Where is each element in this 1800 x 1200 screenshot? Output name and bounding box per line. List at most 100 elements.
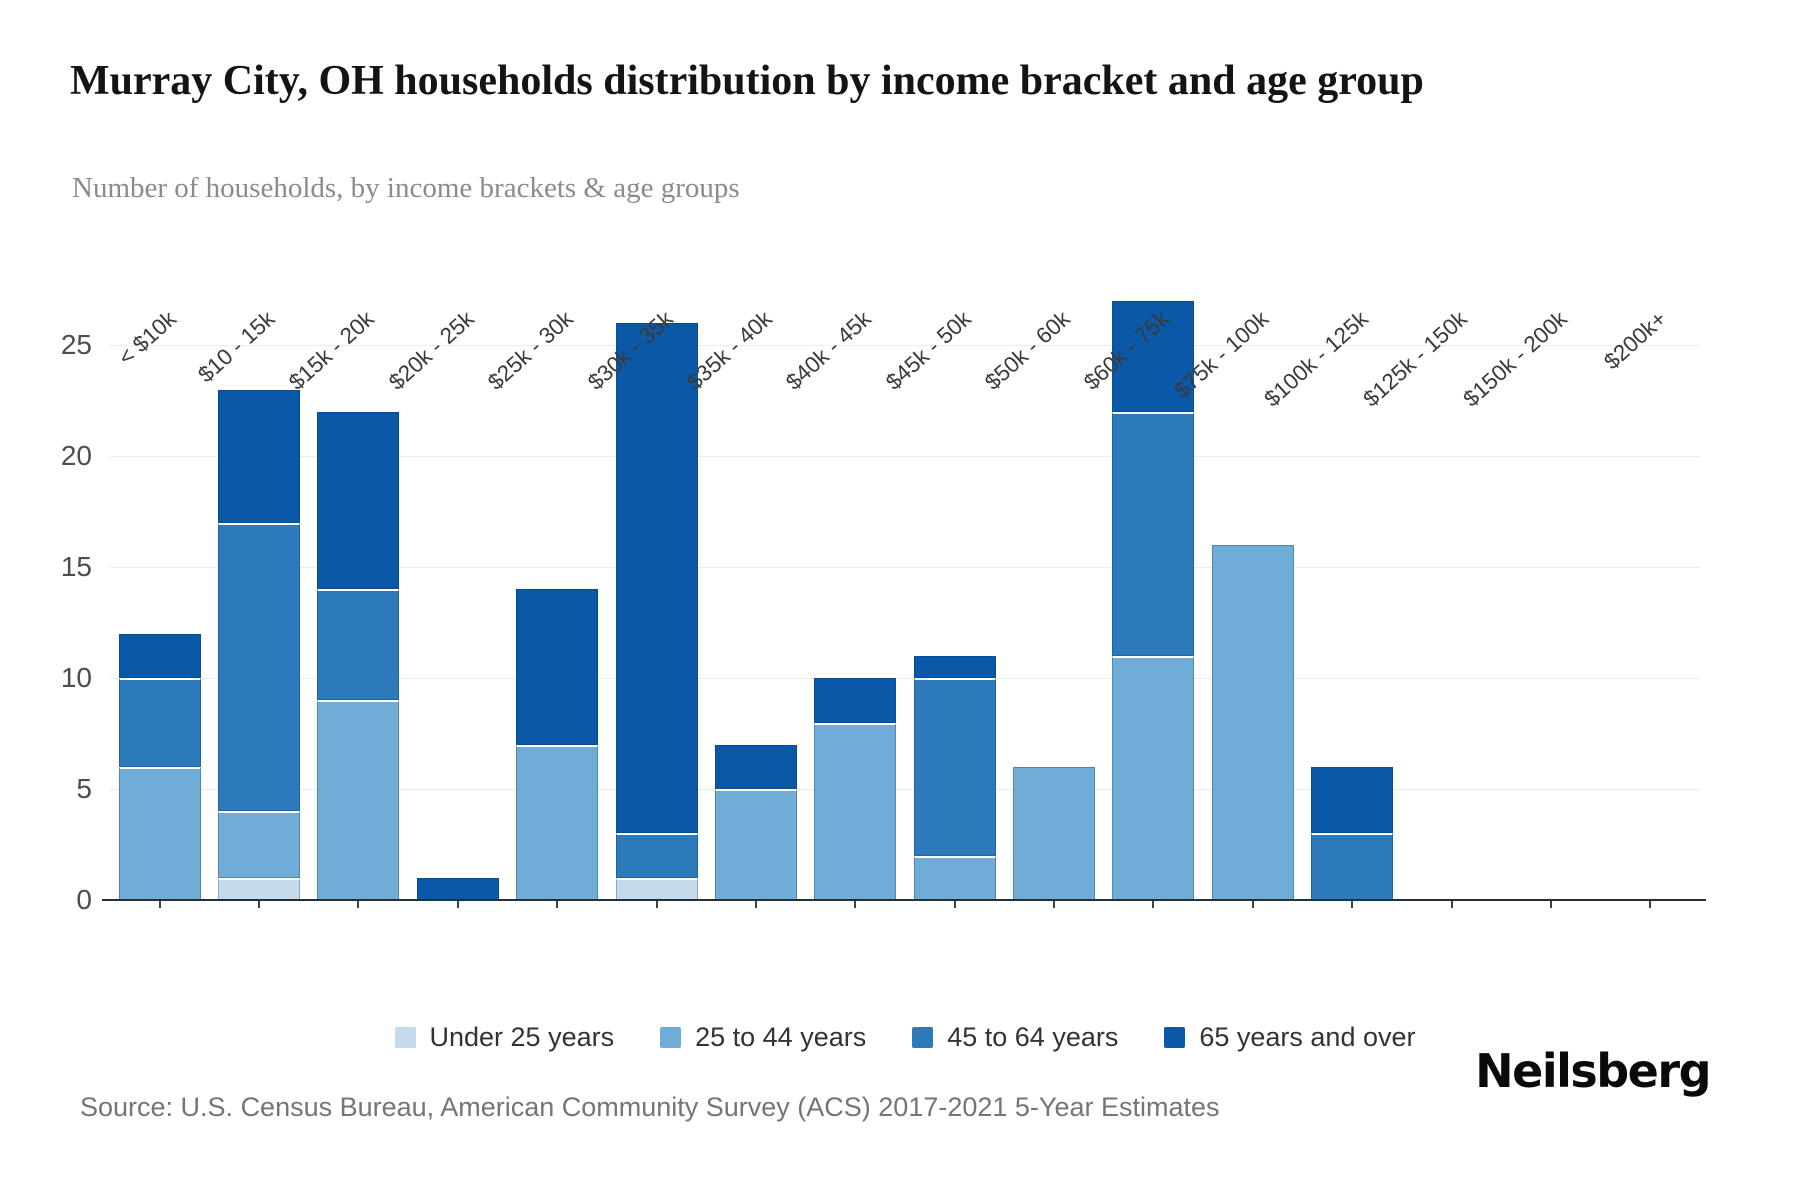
bar-segment: [714, 744, 797, 790]
bar-segment: [516, 589, 599, 745]
x-axis-label: $200k+: [1598, 306, 1672, 375]
x-axis-tick: [456, 901, 459, 908]
bar-segment: [1013, 766, 1096, 900]
legend-label: Under 25 years: [429, 1022, 615, 1052]
y-axis-label-15: 15: [60, 551, 92, 583]
x-axis-label: $10 - 15k: [193, 306, 280, 388]
x-axis-tick: [1152, 901, 1155, 908]
x-axis-label: $100k - 125k: [1259, 306, 1373, 412]
legend-swatch: [394, 1027, 416, 1048]
x-axis-tick: [1251, 901, 1254, 908]
bar-$75k - 100k: [1211, 545, 1294, 900]
bar-$100k - 125k: [1311, 766, 1394, 900]
x-axis-tick: [655, 901, 658, 908]
bar-segment: [1112, 412, 1195, 656]
y-axis-label-0: 0: [76, 884, 92, 915]
legend-item: Under 25 years: [394, 1022, 615, 1053]
bar-segment: [118, 766, 201, 900]
bar-$40k - 45k: [814, 678, 897, 900]
x-axis-tick: [754, 901, 757, 908]
x-axis-tick: [1351, 901, 1354, 908]
bar-segment: [516, 744, 599, 900]
bar-segment: [1311, 833, 1394, 900]
legend-label: 45 to 64 years: [947, 1022, 1119, 1052]
bar-segment: [218, 389, 301, 523]
x-axis-tick: [556, 901, 559, 908]
bar-segment: [218, 877, 301, 900]
y-axis-label-10: 10: [60, 662, 92, 694]
bar-$30k - 35k: [615, 323, 698, 900]
legend-swatch: [912, 1027, 934, 1048]
bar-segment: [1311, 766, 1394, 834]
source-text: Source: U.S. Census Bureau, American Com…: [80, 1092, 1220, 1122]
bar-$50k - 60k: [1013, 766, 1096, 900]
x-axis-tick: [854, 901, 857, 908]
bar-segment: [913, 855, 996, 900]
bar-segment: [814, 678, 897, 723]
bar-segment: [814, 722, 897, 900]
x-axis-label: $125k - 150k: [1358, 306, 1473, 412]
x-axis-tick: [1053, 901, 1056, 908]
gridline-15: [110, 567, 1700, 569]
bar-segment: [913, 678, 996, 856]
bar-segment: [913, 656, 996, 679]
x-axis-label: $25k - 30k: [483, 306, 578, 395]
legend-item: 25 to 44 years: [660, 1022, 866, 1053]
bar-segment: [615, 877, 698, 900]
bar-segment: [218, 522, 301, 812]
bar-segment: [317, 412, 400, 590]
legend-item: 65 years and over: [1164, 1022, 1416, 1053]
bar-$45k - 50k: [913, 656, 996, 900]
bar-segment: [714, 789, 797, 900]
x-axis-label: $150k - 200k: [1458, 306, 1572, 412]
bar-$15k - 20k: [317, 412, 400, 900]
bar-segment: [615, 833, 698, 878]
x-axis-label: $45k - 50k: [880, 306, 976, 395]
legend: Under 25 years 25 to 44 years 45 to 64 yea…: [110, 1022, 1700, 1053]
gridline-5: [110, 789, 1700, 791]
x-axis-tick: [1549, 901, 1552, 908]
x-axis-tick: [1649, 901, 1652, 908]
x-axis-tick: [357, 901, 360, 908]
legend-swatch: [660, 1027, 682, 1048]
bar-segment: [1112, 656, 1195, 900]
x-axis-tick: [158, 901, 161, 908]
x-axis-tick: [258, 901, 261, 908]
plot-area: 0 5 10 15 20 25 < $10k $10 - 15k $15k - 20k $20k …: [61, 290, 1706, 915]
x-axis-tick: [1450, 901, 1453, 908]
bar-segment: [118, 678, 201, 767]
bar-segment: [615, 323, 698, 834]
bar-$10 - 15k: [218, 389, 301, 900]
gridline-10: [110, 678, 1700, 680]
y-axis-label-20: 20: [60, 440, 92, 472]
x-axis-label: $20k - 25k: [383, 306, 479, 395]
legend-item: 45 to 64 years: [912, 1022, 1118, 1053]
y-axis-label-5: 5: [76, 773, 92, 805]
x-axis-tick: [953, 901, 956, 908]
x-axis-label: $40k - 45k: [781, 306, 877, 395]
bar-$25k - 30k: [516, 589, 599, 900]
bar-segment: [118, 633, 201, 679]
legend-label: 25 to 44 years: [695, 1022, 867, 1052]
bar-segment: [218, 811, 301, 878]
gridline-25: [110, 345, 1700, 347]
legend-label: 65 years and over: [1199, 1022, 1416, 1052]
bar-$35k - 40k: [714, 744, 797, 900]
gridline-20: [110, 456, 1700, 458]
brand-logo: Neilsberg: [1475, 1044, 1711, 1098]
legend-swatch: [1164, 1027, 1186, 1048]
page-title: Murray City, OH households distribution …: [70, 58, 1424, 104]
bar-segment: [1211, 545, 1294, 900]
bar-< $10k: [118, 633, 201, 900]
x-axis-label: $50k - 60k: [979, 306, 1075, 395]
bar-$60k - 75k: [1112, 301, 1195, 900]
page-subtitle: Number of households, by income brackets…: [72, 172, 740, 204]
bar-$20k - 25k: [416, 877, 499, 900]
x-axis-label: $15k - 20k: [284, 306, 380, 395]
bar-segment: [1112, 301, 1195, 412]
bar-segment: [416, 877, 499, 900]
bar-segment: [317, 589, 400, 701]
bar-segment: [317, 700, 400, 900]
x-axis-label: < $10k: [113, 306, 181, 371]
